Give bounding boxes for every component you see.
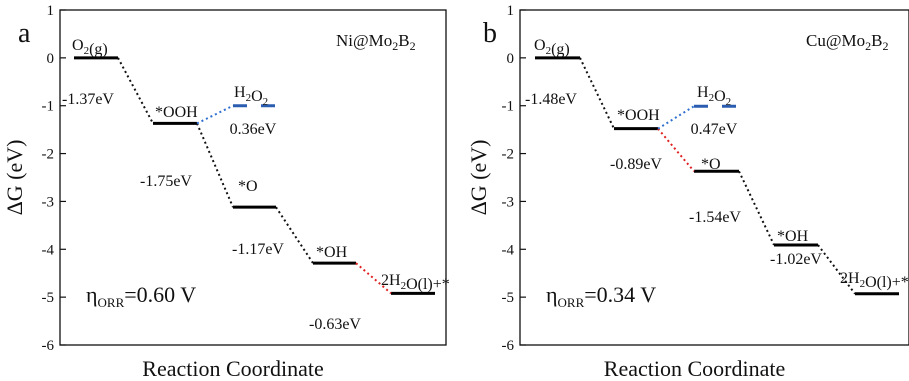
step-connector xyxy=(817,244,856,295)
state-label: O2(g) xyxy=(534,37,570,58)
step-connector xyxy=(657,128,695,172)
panel-letter: b xyxy=(483,18,497,49)
step-energy-label: -0.63eV xyxy=(309,316,361,333)
step-connector xyxy=(579,57,615,130)
state-label: *O xyxy=(701,156,721,173)
y-tick-label: -4 xyxy=(502,242,515,258)
step-energy-label: -1.17eV xyxy=(232,241,284,258)
x-axis-title: Reaction Coordinate xyxy=(604,356,785,381)
h2o2-energy-label: 0.47eV xyxy=(691,121,738,138)
h2o2-label: H2O2 xyxy=(697,84,731,108)
state-label: 2H2O(l)+* xyxy=(381,272,450,293)
overpotential-label: ηORR=0.34 V xyxy=(546,282,656,310)
state-label: 2H2O(l)+* xyxy=(840,270,909,291)
y-axis-title: ΔG (eV) xyxy=(466,140,491,216)
step-energy-label: -1.54eV xyxy=(689,209,741,226)
y-tick-label: 0 xyxy=(47,51,55,67)
step-energy-label: -1.02eV xyxy=(770,251,822,268)
step-energy-label: -1.48eV xyxy=(525,91,577,108)
y-tick-label: -6 xyxy=(502,338,515,354)
h2o2-energy-label: 0.36eV xyxy=(230,121,277,138)
y-tick-label: -1 xyxy=(502,99,515,115)
y-tick-label: -2 xyxy=(502,147,515,163)
state-label: O2(g) xyxy=(72,37,108,58)
y-tick-label: -3 xyxy=(42,194,55,210)
y-tick-label: -2 xyxy=(42,147,55,163)
state-label: *OOH xyxy=(155,104,198,121)
chart-panel-b: 1 0 -1 -2 -3 -4 -5 -6 ΔG (eV) Reaction Coordinate… xyxy=(466,3,909,381)
step-connector xyxy=(117,57,154,124)
y-tick-label: 1 xyxy=(507,3,515,19)
y-tick-label: -3 xyxy=(502,194,515,210)
system-label: Cu@Mo2B2 xyxy=(806,31,888,53)
y-tick-label: -6 xyxy=(42,338,55,354)
state-label: *OOH xyxy=(617,107,660,124)
y-axis-title: ΔG (eV) xyxy=(2,140,27,216)
y-tick-label: -1 xyxy=(42,99,55,115)
h2o2-connector xyxy=(196,104,234,125)
panel-letter: a xyxy=(18,18,31,49)
plot-frame xyxy=(59,9,447,346)
system-label: Ni@Mo2B2 xyxy=(336,31,416,53)
y-tick-label: 0 xyxy=(507,51,515,67)
step-connector xyxy=(196,123,234,208)
overpotential-label: ηORR=0.60 V xyxy=(86,282,196,310)
h2o2-label: H2O2 xyxy=(234,84,268,108)
step-connector xyxy=(275,206,314,264)
step-energy-label: -1.75eV xyxy=(140,173,192,190)
step-energy-label: -1.37eV xyxy=(62,91,114,108)
step-connector xyxy=(738,170,775,246)
y-tick-label: -5 xyxy=(502,290,515,306)
chart-panel-a: 1 0 -1 -2 -3 -4 -5 -6 ΔG (eV) Reaction Coordinate… xyxy=(2,3,450,381)
plot-frame xyxy=(519,9,909,346)
state-label: *OH xyxy=(777,228,809,245)
y-tick-label: -4 xyxy=(42,242,55,258)
y-tick-label: -5 xyxy=(42,290,55,306)
y-tick-label: 1 xyxy=(47,3,55,19)
h2o2-connector xyxy=(657,105,695,130)
x-axis-title: Reaction Coordinate xyxy=(142,356,323,381)
state-label: *OH xyxy=(316,244,348,261)
step-energy-label: -0.89eV xyxy=(610,156,662,173)
state-label: *O xyxy=(238,178,258,195)
